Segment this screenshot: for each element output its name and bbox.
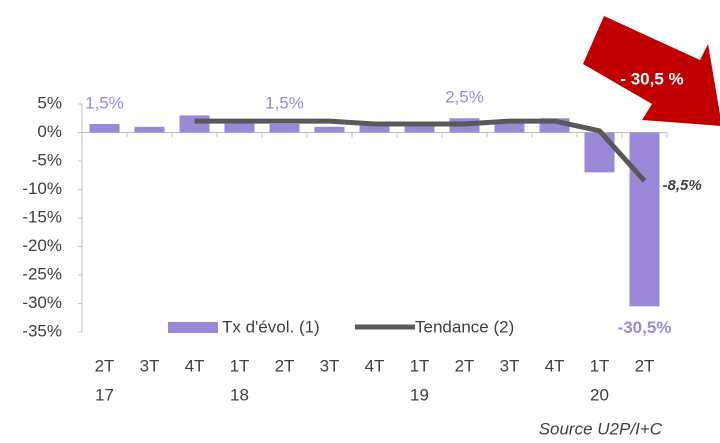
y-tick-label: -35% (22, 321, 62, 340)
bar (179, 115, 210, 133)
x-tick-label: 2T (635, 356, 655, 375)
bar (494, 121, 525, 133)
x-group-label: 18 (230, 385, 249, 404)
legend-label: Tx d'évol. (1) (222, 317, 320, 336)
y-tick-label: -20% (22, 236, 62, 255)
x-tick-label: 4T (185, 356, 205, 375)
annotation: - 30,5 % (620, 69, 683, 88)
bar (584, 132, 615, 173)
data-label: -30,5% (618, 318, 672, 337)
source: Source U2P/I+C (539, 419, 663, 438)
y-tick-label: -30% (22, 293, 62, 312)
y-tick-label: -10% (22, 179, 62, 198)
data-label: -8,5% (663, 177, 702, 194)
y-tick-label: -25% (22, 264, 62, 283)
data-label: 1,5% (85, 93, 124, 112)
y-tick-label: -5% (32, 150, 62, 169)
legend-label: Tendance (2) (415, 317, 514, 336)
x-tick-label: 2T (455, 356, 475, 375)
bar (269, 123, 300, 133)
trend-line (194, 118, 647, 183)
bar (314, 126, 345, 133)
x-tick-label: 2T (95, 356, 115, 375)
x-tick-label: 1T (230, 356, 250, 375)
x-tick-label: 3T (500, 356, 520, 375)
x-group-label: 19 (410, 385, 429, 404)
arrow-annotation (583, 16, 720, 126)
bar (359, 125, 390, 133)
x-tick-label: 1T (410, 356, 430, 375)
x-tick-label: 3T (140, 356, 160, 375)
x-tick-label: 4T (545, 356, 565, 375)
bar (89, 123, 120, 133)
legend-swatch (168, 322, 218, 333)
bar (404, 123, 435, 133)
data-label: 2,5% (445, 88, 484, 107)
y-tick-label: 0% (37, 122, 62, 141)
bar (224, 121, 255, 133)
x-tick-label: 3T (320, 356, 340, 375)
x-tick-label: 1T (590, 356, 610, 375)
x-group-label: 20 (590, 385, 609, 404)
y-tick-label: 5% (37, 93, 62, 112)
bar (629, 132, 660, 307)
x-tick-label: 4T (365, 356, 385, 375)
data-label: 1,5% (265, 93, 304, 112)
bar (134, 126, 165, 133)
x-group-label: 17 (95, 385, 114, 404)
y-tick-label: -15% (22, 207, 62, 226)
x-tick-label: 2T (275, 356, 295, 375)
